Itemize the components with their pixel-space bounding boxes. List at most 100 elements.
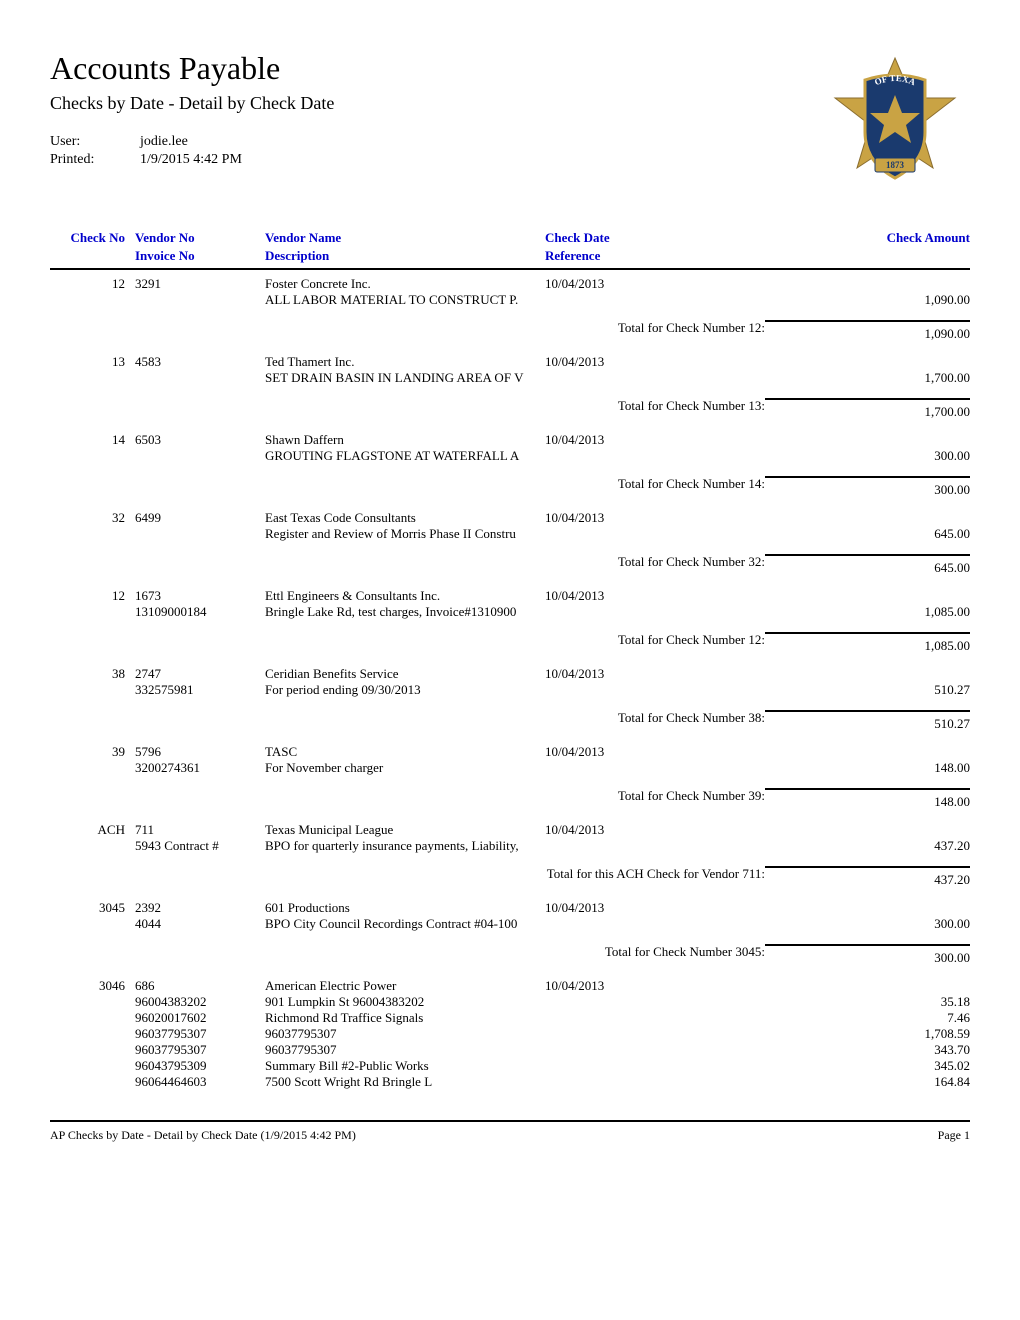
line-amount-cell: 300.00 <box>765 916 970 932</box>
invoice-line-row: 9603779530796037795307 1,708.59 <box>50 1026 970 1042</box>
description-cell: Richmond Rd Traffice Signals <box>265 1010 545 1026</box>
reference-blank <box>545 994 765 1010</box>
vendor-no-cell: 5796 <box>135 744 265 760</box>
check-amount-blank <box>765 276 970 292</box>
check-no-cell: 14 <box>50 432 135 448</box>
line-blank <box>50 526 135 542</box>
check-date-cell: 10/04/2013 <box>545 588 765 604</box>
col-description: Description <box>265 248 545 264</box>
check-amount-blank <box>765 822 970 838</box>
reference-blank <box>545 760 765 776</box>
reference-blank <box>545 604 765 620</box>
total-label-cell: Total for Check Number 38: <box>50 710 765 732</box>
total-label-cell: Total for Check Number 32: <box>50 554 765 576</box>
invoice-line-row: 96043795309Summary Bill #2-Public Works3… <box>50 1058 970 1074</box>
total-amount-cell: 437.20 <box>765 866 970 888</box>
total-label-cell: Total for Check Number 14: <box>50 476 765 498</box>
line-blank <box>50 760 135 776</box>
check-no-cell: 39 <box>50 744 135 760</box>
check-amount-blank <box>765 354 970 370</box>
invoice-line-row: 4044BPO City Council Recordings Contract… <box>50 916 970 932</box>
total-amount-cell: 1,090.00 <box>765 320 970 342</box>
vendor-no-cell: 3291 <box>135 276 265 292</box>
check-date-cell: 10/04/2013 <box>545 354 765 370</box>
check-total-row: Total for Check Number 32:645.00 <box>50 546 970 576</box>
meta-user-row: User: jodie.lee <box>50 134 820 150</box>
printed-label: Printed: <box>50 152 140 168</box>
total-label-cell: Total for Check Number 13: <box>50 398 765 420</box>
line-blank <box>50 994 135 1010</box>
total-label-cell: Total for Check Number 12: <box>50 320 765 342</box>
seal-year: 1873 <box>886 160 905 170</box>
description-cell: 96037795307 <box>265 1042 545 1058</box>
total-amount-cell: 300.00 <box>765 476 970 498</box>
description-cell: For November charger <box>265 760 545 776</box>
vendor-no-cell: 1673 <box>135 588 265 604</box>
invoice-no-cell: 96037795307 <box>135 1026 265 1042</box>
line-blank <box>50 1074 135 1090</box>
reference-blank <box>545 1042 765 1058</box>
description-cell: 96037795307 <box>265 1026 545 1042</box>
check-header-row: ACH711Texas Municipal League10/04/2013 <box>50 818 970 838</box>
col-blank-2 <box>765 248 970 264</box>
check-total-row: Total for Check Number 12:1,090.00 <box>50 312 970 342</box>
check-no-cell: ACH <box>50 822 135 838</box>
user-label: User: <box>50 134 140 150</box>
report-header: Accounts Payable Checks by Date - Detail… <box>50 50 970 200</box>
line-blank <box>50 1042 135 1058</box>
vendor-name-cell: Ettl Engineers & Consultants Inc. <box>265 588 545 604</box>
line-amount-cell: 645.00 <box>765 526 970 542</box>
total-label-cell: Total for Check Number 39: <box>50 788 765 810</box>
check-total-row: Total for Check Number 14:300.00 <box>50 468 970 498</box>
line-amount-cell: 1,708.59 <box>765 1026 970 1042</box>
description-cell: SET DRAIN BASIN IN LANDING AREA OF V <box>265 370 545 386</box>
check-date-cell: 10/04/2013 <box>545 666 765 682</box>
check-no-cell: 12 <box>50 276 135 292</box>
check-date-cell: 10/04/2013 <box>545 276 765 292</box>
invoice-no-cell: 96043795309 <box>135 1058 265 1074</box>
reference-blank <box>545 1010 765 1026</box>
check-date-cell: 10/04/2013 <box>545 900 765 916</box>
check-block: 3046686American Electric Power10/04/2013… <box>50 974 970 1090</box>
check-total-row: Total for Check Number 38:510.27 <box>50 702 970 732</box>
check-no-cell: 13 <box>50 354 135 370</box>
total-amount-cell: 510.27 <box>765 710 970 732</box>
vendor-name-cell: Ceridian Benefits Service <box>265 666 545 682</box>
col-vendor-name: Vendor Name <box>265 230 545 246</box>
line-amount-cell: 148.00 <box>765 760 970 776</box>
user-value: jodie.lee <box>140 134 188 150</box>
reference-blank <box>545 526 765 542</box>
invoice-line-row: SET DRAIN BASIN IN LANDING AREA OF V1,70… <box>50 370 970 386</box>
invoice-line-row: 96020017602Richmond Rd Traffice Signals7… <box>50 1010 970 1026</box>
vendor-name-cell: TASC <box>265 744 545 760</box>
line-blank <box>50 604 135 620</box>
reference-blank <box>545 292 765 308</box>
check-amount-blank <box>765 978 970 994</box>
invoice-no-cell: 332575981 <box>135 682 265 698</box>
description-cell: 7500 Scott Wright Rd Bringle L <box>265 1074 545 1090</box>
check-date-cell: 10/04/2013 <box>545 432 765 448</box>
check-block: 123291Foster Concrete Inc.10/04/2013ALL … <box>50 272 970 342</box>
vendor-no-cell: 686 <box>135 978 265 994</box>
total-amount-cell: 1,085.00 <box>765 632 970 654</box>
check-block: 326499East Texas Code Consultants10/04/2… <box>50 506 970 576</box>
line-blank <box>50 838 135 854</box>
description-cell: BPO City Council Recordings Contract #04… <box>265 916 545 932</box>
reference-blank <box>545 1074 765 1090</box>
line-blank <box>50 682 135 698</box>
vendor-no-cell: 711 <box>135 822 265 838</box>
check-total-row: Total for Check Number 3045:300.00 <box>50 936 970 966</box>
total-amount-cell: 1,700.00 <box>765 398 970 420</box>
reference-blank <box>545 370 765 386</box>
check-total-row: Total for this ACH Check for Vendor 711:… <box>50 858 970 888</box>
col-check-date: Check Date <box>545 230 765 246</box>
column-headers-row-1: Check No Vendor No Vendor Name Check Dat… <box>50 230 970 248</box>
invoice-line-row: 9603779530796037795307343.70 <box>50 1042 970 1058</box>
vendor-name-cell: American Electric Power <box>265 978 545 994</box>
check-header-row: 134583Ted Thamert Inc.10/04/2013 <box>50 350 970 370</box>
col-check-amount: Check Amount <box>765 230 970 246</box>
col-reference: Reference <box>545 248 765 264</box>
check-header-row: 382747Ceridian Benefits Service10/04/201… <box>50 662 970 682</box>
col-vendor-no: Vendor No <box>135 230 265 246</box>
check-block: 134583Ted Thamert Inc.10/04/2013SET DRAI… <box>50 350 970 420</box>
